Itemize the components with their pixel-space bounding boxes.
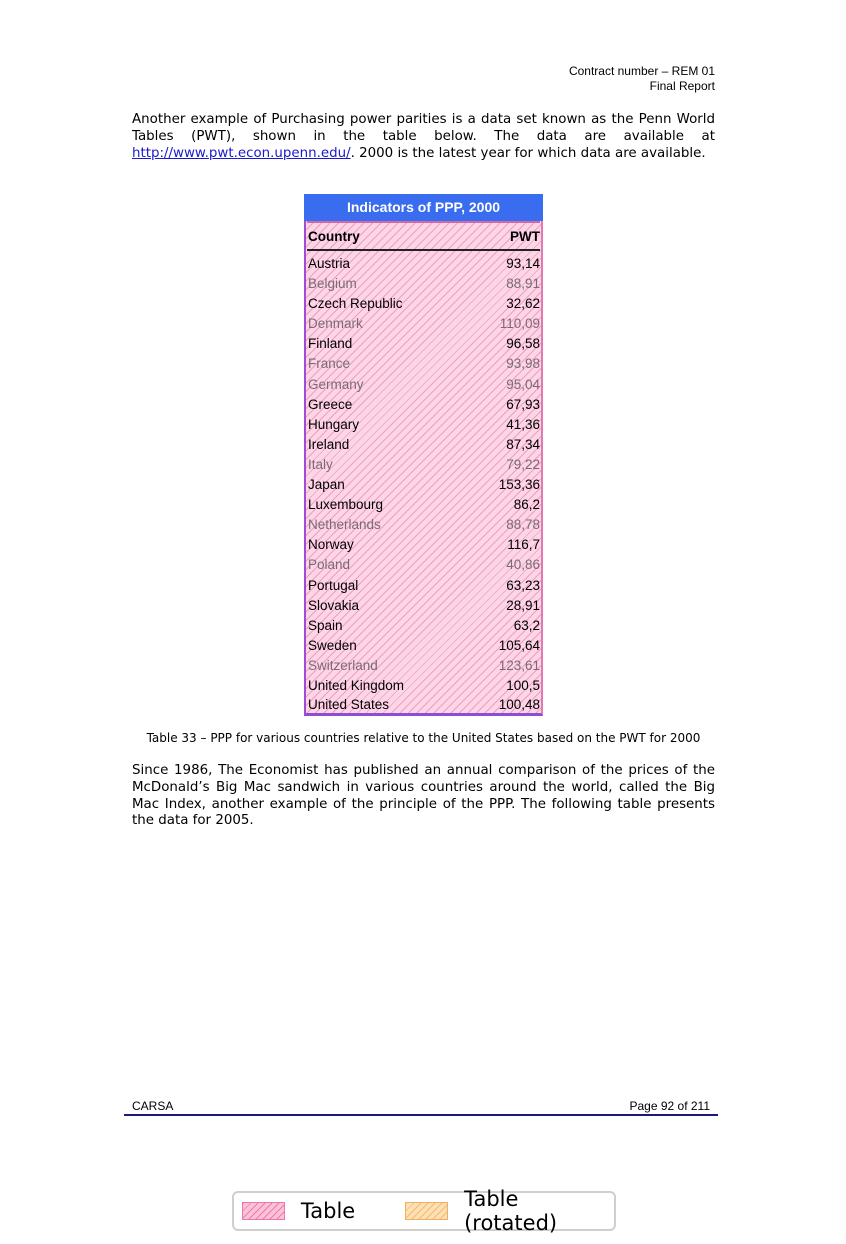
country-cell: Portugal [308, 577, 359, 593]
country-cell: Poland [308, 557, 351, 573]
country-cell: Netherlands [308, 517, 381, 533]
country-cell: United States [308, 697, 390, 713]
intro-paragraph: Another example of Purchasing power pari… [132, 112, 715, 162]
page-header: Contract number – REM 01 Final Report [569, 64, 715, 94]
table-header-row: Country PWT [307, 221, 540, 251]
table-row: Poland 40,86 [307, 555, 540, 575]
table-row: Ireland 87,34 [307, 435, 540, 455]
country-cell: Germany [308, 376, 364, 392]
table-row: Finland 96,58 [307, 334, 540, 354]
pwt-value-cell: 116,7 [507, 537, 540, 553]
pwt-value-cell: 123,61 [498, 657, 540, 673]
table-rotated-swatch [405, 1202, 449, 1220]
country-cell: Japan [308, 477, 345, 493]
table-row: Spain 63,2 [307, 616, 540, 636]
country-cell: Hungary [308, 416, 360, 432]
table-row: Japan 153,36 [307, 475, 540, 495]
pwt-value-cell: 63,2 [513, 617, 540, 633]
table-row: Greece 67,93 [307, 395, 540, 415]
country-cell: Belgium [308, 276, 357, 292]
table-row: France 93,98 [307, 354, 540, 374]
pwt-value-cell: 96,58 [506, 336, 540, 352]
table-row: Belgium 88,91 [307, 274, 540, 294]
table-row: Germany 95,04 [307, 375, 540, 395]
pwt-value-cell: 105,64 [498, 637, 540, 653]
table-swatch [242, 1202, 285, 1220]
table-row: Luxembourg 86,2 [307, 495, 540, 515]
country-cell: Czech Republic [308, 296, 403, 312]
table-row: Hungary 41,36 [307, 415, 540, 435]
table-row: Denmark 110,09 [307, 314, 540, 334]
country-cell: Norway [308, 537, 354, 553]
country-cell: Denmark [308, 316, 363, 332]
country-cell: Italy [308, 456, 333, 472]
table-body: Country PWT Austria 93,14 Belgium 88,91 Czec… [304, 221, 543, 717]
country-cell: Austria [308, 256, 351, 271]
pwt-value-cell: 110,09 [499, 316, 540, 332]
table-row: Switzerland 123,61 [307, 656, 540, 676]
pwt-value-cell: 95,04 [506, 376, 540, 392]
column-header-pwt: PWT [510, 229, 540, 244]
report-type: Final Report [649, 79, 715, 93]
country-cell: Greece [308, 396, 353, 412]
table-title: Indicators of PPP, 2000 [304, 194, 543, 221]
pwt-value-cell: 100,48 [498, 697, 540, 713]
pwt-value-cell: 93,14 [506, 256, 540, 271]
table-row: United States 100,48 [307, 696, 540, 713]
country-cell: United Kingdom [308, 677, 405, 693]
intro-text-before: Another example of Purchasing power pari… [132, 112, 715, 144]
page-footer: CARSA Page 92 of 211 [124, 1099, 718, 1116]
footer-organization: CARSA [132, 1099, 174, 1113]
legend-label-table: Table [300, 1199, 356, 1223]
legend-label-table-rotated: Table (rotated) [464, 1187, 558, 1235]
table-row: Sweden 105,64 [307, 636, 540, 656]
ppp-table: Indicators of PPP, 2000 Country PWT Aust… [304, 194, 543, 717]
country-cell: Ireland [308, 436, 350, 452]
table-row: Portugal 63,23 [307, 576, 540, 596]
country-cell: Sweden [308, 637, 357, 653]
pwt-value-cell: 88,78 [506, 517, 540, 533]
country-cell: Spain [308, 617, 343, 633]
table-row: Italy 79,22 [307, 455, 540, 475]
pwt-value-cell: 86,2 [513, 497, 540, 513]
table-row: United Kingdom 100,5 [307, 676, 540, 696]
pwt-value-cell: 40,86 [506, 557, 540, 573]
pwt-value-cell: 79,22 [506, 456, 540, 472]
pwt-link[interactable]: http://www.pwt.econ.upenn.edu/ [132, 145, 351, 161]
pwt-value-cell: 67,93 [506, 396, 540, 412]
pwt-value-cell: 93,98 [506, 356, 540, 372]
country-cell: Switzerland [308, 657, 378, 673]
page-number: Page 92 of 211 [629, 1099, 710, 1113]
table-caption: Table 33 – PPP for various countries rel… [146, 731, 701, 745]
big-mac-paragraph: Since 1986, The Economist has published … [132, 763, 715, 829]
country-cell: France [308, 356, 351, 372]
pwt-value-cell: 100,5 [506, 677, 540, 693]
country-cell: Slovakia [308, 597, 360, 613]
table-row: Czech Republic 32,62 [307, 294, 540, 314]
pwt-value-cell: 32,62 [506, 296, 540, 312]
country-cell: Finland [308, 336, 353, 352]
country-cell: Luxembourg [308, 497, 384, 513]
pwt-value-cell: 41,36 [506, 416, 540, 432]
pwt-value-cell: 88,91 [506, 276, 540, 292]
annotation-legend: Table Table (rotated) [232, 1187, 616, 1235]
pwt-value-cell: 153,36 [498, 477, 540, 493]
table-rows: Austria 93,14 Belgium 88,91 Czech Republic 32… [307, 251, 540, 713]
column-header-country: Country [308, 229, 360, 244]
pwt-value-cell: 28,91 [506, 597, 540, 613]
table-row: Austria 93,14 [307, 254, 540, 274]
pwt-value-cell: 87,34 [506, 436, 540, 452]
intro-text-after: . 2000 is the latest year for which data… [350, 145, 706, 161]
table-row: Slovakia 28,91 [307, 596, 540, 616]
contract-number: Contract number – REM 01 [568, 64, 715, 78]
table-row: Norway 116,7 [307, 535, 540, 555]
table-row: Netherlands 88,78 [307, 515, 540, 535]
pwt-value-cell: 63,23 [506, 577, 540, 593]
